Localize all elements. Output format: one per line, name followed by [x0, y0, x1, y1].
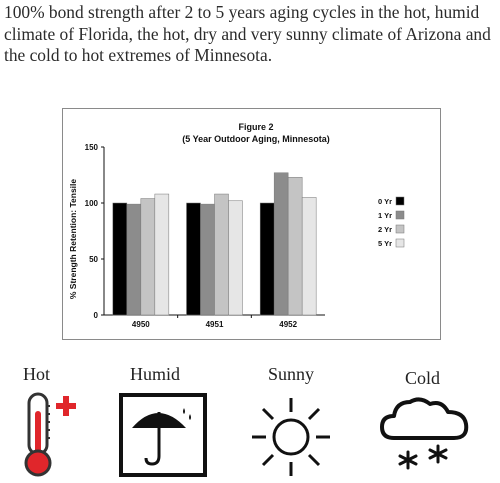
figure-panel: Figure 2 (5 Year Outdoor Aging, Minnesot… — [62, 108, 441, 340]
bar-4950-5-yr — [154, 193, 170, 316]
bar-4950-2-yr — [140, 198, 156, 316]
icon-label-sunny: Sunny — [268, 364, 315, 384]
icon-label-humid: Humid — [130, 364, 181, 384]
intro-paragraph: 100% bond strength after 2 to 5 years ag… — [4, 2, 491, 65]
umbrella-droplets-icon — [118, 392, 208, 480]
bar-4951-1-yr — [200, 203, 215, 316]
sun-icon — [246, 392, 336, 482]
icon-label-cold: Cold — [405, 368, 441, 388]
legend-swatch — [395, 224, 405, 234]
x-tick-label: 4950 — [132, 320, 150, 329]
x-tick-label: 4951 — [206, 320, 224, 329]
climate-icons-row: Hot Humid Sunny — [0, 362, 500, 483]
legend-swatch — [395, 238, 405, 248]
bar-4952-5-yr — [301, 197, 317, 316]
legend-swatch — [395, 210, 405, 220]
bar-4951-2-yr — [214, 193, 229, 316]
bar-4952-0-yr — [259, 202, 275, 316]
bar-4950-1-yr — [126, 203, 142, 316]
strength-retention-chart: Figure 2 (5 Year Outdoor Aging, Minnesot… — [68, 122, 405, 329]
legend-swatch — [395, 196, 405, 206]
chart-title: Figure 2 — [238, 122, 273, 132]
icon-label-hot: Hot — [23, 364, 50, 384]
bar-4951-0-yr — [186, 202, 201, 316]
y-tick-label: 0 — [94, 311, 99, 320]
y-tick-label: 150 — [85, 143, 99, 152]
x-tick-label: 4952 — [279, 320, 297, 329]
bar-4950-0-yr — [112, 202, 128, 316]
cloud-snow-icon — [378, 392, 474, 480]
legend-label: 5 Yr — [378, 239, 392, 248]
bar-4952-1-yr — [273, 172, 289, 316]
legend-label: 1 Yr — [378, 211, 392, 220]
y-axis-label: % Strength Retention: Tensile — [68, 179, 78, 300]
y-tick-label: 50 — [89, 255, 98, 264]
y-tick-label: 100 — [85, 199, 99, 208]
legend-label: 0 Yr — [378, 197, 392, 206]
legend-label: 2 Yr — [378, 225, 392, 234]
bar-4951-5-yr — [228, 200, 243, 316]
bar-4952-2-yr — [287, 176, 303, 316]
chart-subtitle: (5 Year Outdoor Aging, Minnesota) — [182, 134, 330, 144]
thermometer-plus-icon — [20, 392, 84, 480]
